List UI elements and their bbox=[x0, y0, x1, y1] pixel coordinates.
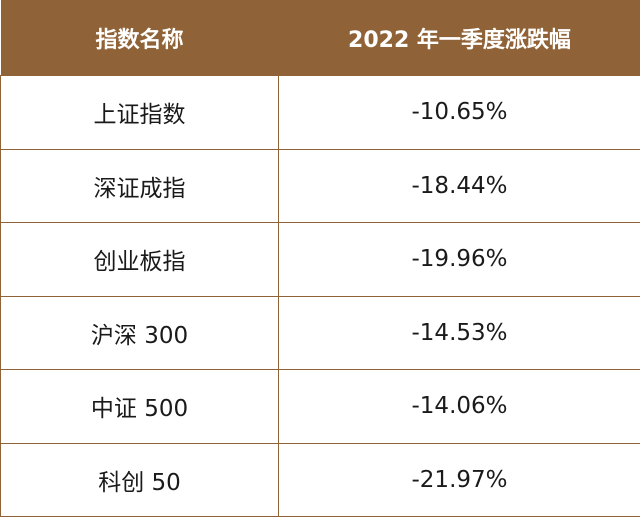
table-row: 沪深 300 -14.53% bbox=[0, 295, 640, 370]
change-cell: -18.44% bbox=[278, 148, 640, 223]
table-body: 上证指数 -10.65% 深证成指 -18.44% 创业板指 -19.96% 沪… bbox=[0, 75, 640, 517]
change-cell: -21.97% bbox=[278, 442, 640, 517]
change-cell: -10.65% bbox=[278, 75, 640, 150]
header-row: 指数名称 2022 年一季度涨跌幅 bbox=[0, 0, 640, 76]
change-cell: -14.53% bbox=[278, 295, 640, 370]
table-row: 创业板指 -19.96% bbox=[0, 222, 640, 297]
change-cell: -19.96% bbox=[278, 222, 640, 297]
index-name-cell: 科创 50 bbox=[0, 442, 279, 517]
header-q1-change: 2022 年一季度涨跌幅 bbox=[278, 0, 640, 76]
table-header: 指数名称 2022 年一季度涨跌幅 bbox=[0, 0, 640, 76]
table-row: 上证指数 -10.65% bbox=[0, 75, 640, 150]
index-name-cell: 上证指数 bbox=[0, 75, 279, 150]
index-name-cell: 沪深 300 bbox=[0, 295, 279, 370]
table-row: 深证成指 -18.44% bbox=[0, 148, 640, 223]
header-index-name: 指数名称 bbox=[0, 0, 279, 76]
index-name-cell: 中证 500 bbox=[0, 369, 279, 444]
change-cell: -14.06% bbox=[278, 369, 640, 444]
index-name-cell: 创业板指 bbox=[0, 222, 279, 297]
table-row: 中证 500 -14.06% bbox=[0, 369, 640, 444]
table-row: 科创 50 -21.97% bbox=[0, 442, 640, 517]
index-name-cell: 深证成指 bbox=[0, 148, 279, 223]
